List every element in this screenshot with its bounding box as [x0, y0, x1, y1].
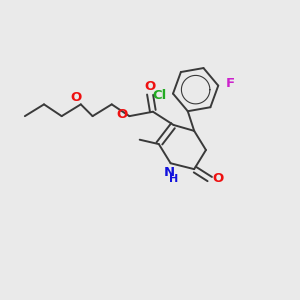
- Text: O: O: [212, 172, 223, 185]
- Text: O: O: [71, 91, 82, 104]
- Text: N: N: [164, 166, 175, 178]
- Text: O: O: [116, 108, 128, 121]
- Text: F: F: [226, 77, 235, 90]
- Text: O: O: [144, 80, 156, 93]
- Text: Cl: Cl: [153, 89, 167, 102]
- Text: H: H: [169, 174, 178, 184]
